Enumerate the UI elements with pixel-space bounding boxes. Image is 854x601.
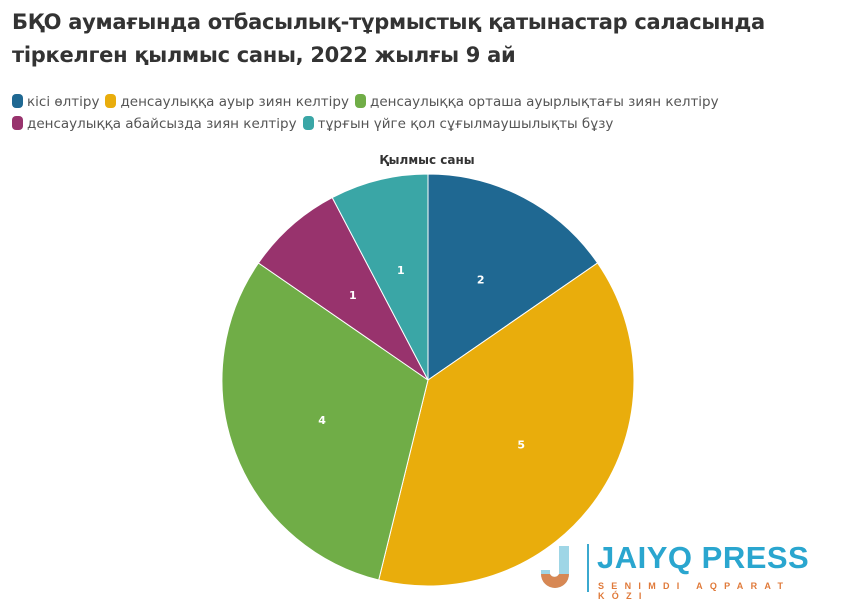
legend-item[interactable]: денсаулыққа орташа ауырлықтағы зиян келт…: [354, 91, 719, 113]
pie-slice[interactable]: [257, 196, 429, 381]
legend-item[interactable]: денсаулыққа ауыр зиян келтіру: [105, 91, 349, 113]
chart-subtitle: Қылмыс саны: [379, 153, 475, 167]
legend-label: тұрғын үйге қол сұғылмаушылықты бұзу: [317, 116, 614, 132]
data-label: 1: [397, 264, 405, 277]
legend-label: денсаулыққа ауыр зиян келтіру: [120, 94, 349, 110]
jaiyq-press-logo: JAIYQ PRESS SENIMDI AQPARAT KÓZI: [535, 540, 850, 601]
data-label: 2: [477, 274, 485, 287]
pie-slice[interactable]: [331, 173, 429, 381]
logo-mark-icon: [541, 546, 569, 588]
data-label: 4: [318, 414, 326, 427]
chart-title: БҚО аумағында отбасылық-тұрмыстық қатына…: [12, 10, 765, 67]
logo-name: JAIYQ PRESS: [597, 540, 810, 575]
legend-swatch: [12, 116, 23, 130]
legend-label: денсаулыққа абайсызда зиян келтіру: [27, 116, 297, 132]
legend-item[interactable]: кісі өлтіру: [12, 91, 99, 113]
legend-swatch: [12, 94, 23, 108]
legend-swatch: [354, 94, 366, 108]
legend-item[interactable]: денсаулыққа абайсызда зиян келтіру: [12, 113, 297, 135]
legend: кісі өлтіру денсаулыққа ауыр зиян келтіру…: [12, 91, 812, 135]
legend-swatch: [302, 116, 314, 130]
legend-label: денсаулыққа орташа ауырлықтағы зиян келт…: [369, 94, 719, 110]
pie-slice[interactable]: [427, 173, 599, 381]
data-label: 1: [349, 289, 357, 302]
logo-divider: [587, 544, 589, 592]
pie-slice[interactable]: [221, 262, 429, 581]
legend-item[interactable]: тұрғын үйге қол сұғылмаушылықты бұзу: [302, 113, 614, 135]
logo-tagline: SENIMDI AQPARAT KÓZI: [598, 581, 791, 601]
legend-swatch: [105, 94, 117, 108]
legend-label: кісі өлтіру: [27, 94, 100, 110]
data-label: 5: [517, 438, 525, 451]
pie-slice[interactable]: [378, 262, 635, 587]
